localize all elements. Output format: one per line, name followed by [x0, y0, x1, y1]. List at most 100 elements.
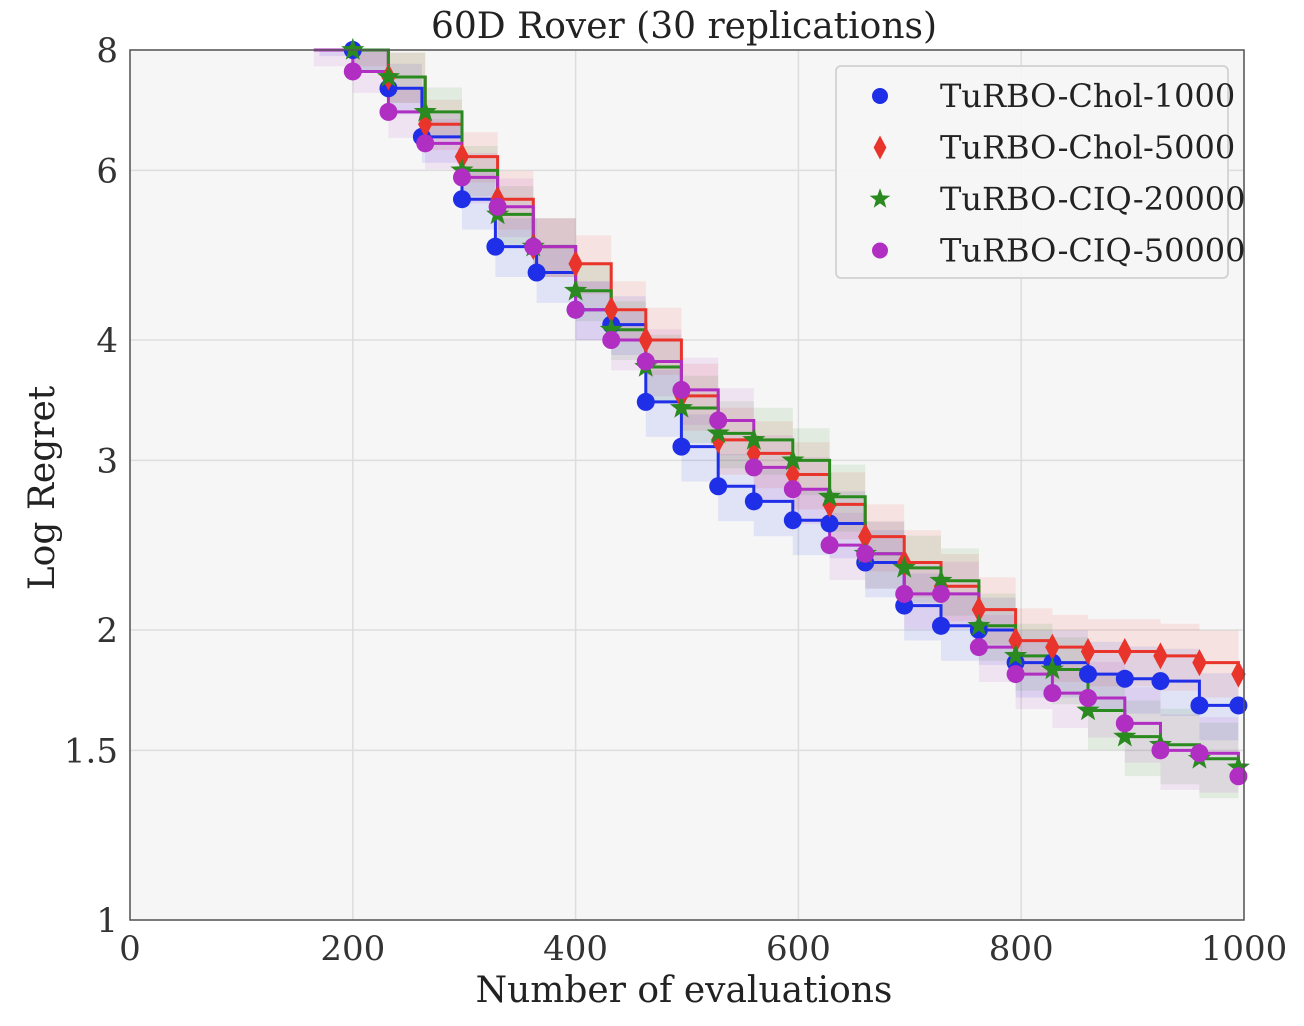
- data-point: [783, 511, 802, 530]
- legend-label: TuRBO-CIQ-50000: [940, 232, 1246, 270]
- data-point: [341, 37, 365, 60]
- data-point: [931, 616, 950, 635]
- x-tick-label: 400: [543, 929, 608, 969]
- legend-marker: [872, 88, 888, 104]
- data-point: [1192, 649, 1207, 677]
- data-point: [638, 326, 653, 354]
- data-point: [1229, 696, 1248, 715]
- data-point: [604, 296, 619, 324]
- data-point: [892, 555, 916, 578]
- data-point: [820, 536, 839, 555]
- legend-label: TuRBO-CIQ-20000: [940, 180, 1246, 218]
- data-point: [1231, 660, 1246, 688]
- data-point: [1080, 637, 1096, 665]
- series-markers: [341, 37, 1250, 786]
- data-point: [486, 237, 505, 256]
- data-point: [1076, 698, 1100, 721]
- legend-marker: [869, 188, 891, 208]
- data-point: [709, 411, 728, 430]
- data-point: [564, 278, 588, 301]
- grid: [129, 49, 1245, 921]
- data-point: [969, 638, 988, 657]
- y-tick-label: 1: [96, 901, 118, 941]
- data-point: [781, 448, 805, 471]
- chart-title: 60D Rover (30 replications): [431, 6, 937, 47]
- y-tick-label: 8: [96, 31, 118, 71]
- data-point: [1040, 657, 1064, 680]
- y-tick-labels: 1 1.5 2 3 4 6 8: [64, 31, 118, 941]
- data-point: [488, 197, 507, 216]
- data-point: [744, 458, 763, 477]
- confidence-band: [319, 50, 1239, 709]
- data-point: [379, 102, 398, 121]
- data-point: [343, 62, 362, 81]
- x-tick-label: 1000: [1201, 929, 1288, 969]
- data-point: [785, 461, 801, 489]
- data-point: [742, 427, 766, 450]
- data-point: [566, 300, 585, 319]
- data-point: [636, 352, 655, 371]
- data-point: [672, 437, 691, 456]
- data-point: [856, 544, 875, 563]
- data-point: [1115, 714, 1134, 733]
- data-point: [895, 584, 914, 603]
- confidence-band: [313, 50, 1239, 821]
- data-point: [416, 134, 435, 153]
- confidence-bands: [313, 50, 1239, 821]
- data-point: [967, 613, 991, 636]
- legend-label: TuRBO-Chol-5000: [940, 129, 1235, 167]
- plot-frame: [129, 49, 1245, 921]
- data-point: [1115, 669, 1134, 688]
- y-tick-label: 2: [96, 611, 118, 651]
- data-point: [1043, 684, 1062, 703]
- confidence-band: [319, 50, 1239, 807]
- data-point: [971, 596, 987, 624]
- data-point: [602, 331, 621, 349]
- legend-box: [835, 65, 1229, 279]
- data-point: [709, 477, 728, 496]
- data-point: [820, 514, 839, 533]
- x-tick-labels: 0 200 400 600 800 1000: [119, 929, 1287, 969]
- data-point: [599, 317, 623, 340]
- data-point: [1190, 744, 1209, 763]
- x-axis-label: Number of evaluations: [476, 970, 893, 1011]
- data-point: [568, 250, 583, 278]
- data-point: [452, 168, 471, 187]
- data-point: [1226, 755, 1250, 778]
- legend: TuRBO-Chol-1000 TuRBO-Chol-5000 TuRBO-CIQ-…: [835, 65, 1246, 279]
- data-point: [672, 380, 691, 399]
- data-point: [1190, 696, 1209, 715]
- legend-marker: [872, 242, 888, 259]
- data-point: [376, 64, 400, 87]
- legend-label: TuRBO-Chol-1000: [940, 77, 1235, 115]
- x-tick-label: 0: [119, 929, 141, 969]
- data-point: [744, 492, 763, 511]
- data-point: [1006, 665, 1025, 684]
- data-point: [1004, 643, 1028, 666]
- data-point: [783, 480, 802, 499]
- legend-marker: [873, 135, 887, 160]
- data-point: [1117, 637, 1133, 665]
- y-tick-label: 3: [96, 441, 118, 481]
- data-point: [454, 143, 470, 171]
- data-point: [858, 523, 873, 551]
- y-tick-label: 6: [96, 151, 118, 191]
- data-point: [1113, 724, 1137, 747]
- data-point: [1008, 627, 1023, 655]
- data-point: [706, 421, 730, 444]
- data-point: [452, 190, 471, 209]
- x-tick-label: 800: [989, 929, 1054, 969]
- data-point: [1151, 741, 1170, 760]
- data-point: [413, 99, 437, 122]
- data-point: [1079, 665, 1098, 684]
- data-point: [1153, 642, 1168, 670]
- data-point: [818, 484, 842, 507]
- data-point: [527, 263, 546, 282]
- y-tick-label: 4: [96, 321, 118, 361]
- data-point: [1045, 633, 1060, 661]
- y-tick-label: 1.5: [64, 731, 118, 771]
- data-point: [1151, 672, 1170, 691]
- data-point: [1229, 767, 1248, 786]
- data-point: [636, 392, 655, 411]
